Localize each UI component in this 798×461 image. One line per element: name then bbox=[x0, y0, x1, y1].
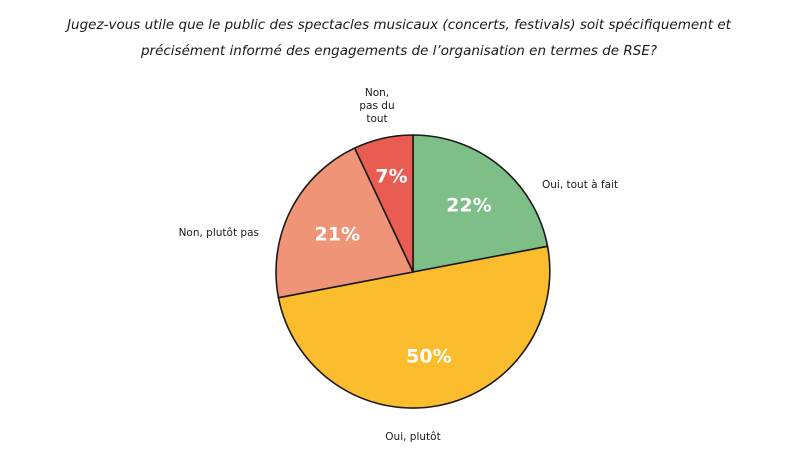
slice-category-label-1: Oui, tout à fait bbox=[542, 179, 618, 191]
slice-value-label-1: 22% bbox=[446, 194, 491, 216]
slice-category-label-4: Non, pas du tout bbox=[359, 87, 394, 125]
chart-title: Jugez-vous utile que le public des spect… bbox=[0, 12, 798, 64]
pie-slice-2 bbox=[277, 245, 551, 409]
slice-value-label-3: 21% bbox=[315, 223, 360, 245]
chart-title-line-1: Jugez-vous utile que le public des spect… bbox=[67, 17, 731, 33]
pie-slice-3 bbox=[275, 147, 414, 299]
slice-value-label-2: 50% bbox=[406, 345, 451, 367]
slice-category-label-2: Oui, plutôt bbox=[385, 431, 440, 443]
pie-slice-4 bbox=[353, 134, 414, 273]
pie-slice-1 bbox=[412, 134, 549, 273]
slice-value-label-4: 7% bbox=[375, 166, 407, 188]
slice-category-label-3: Non, plutôt pas bbox=[179, 227, 259, 239]
chart-title-line-2: précisément informé des engagements de l… bbox=[140, 43, 658, 59]
